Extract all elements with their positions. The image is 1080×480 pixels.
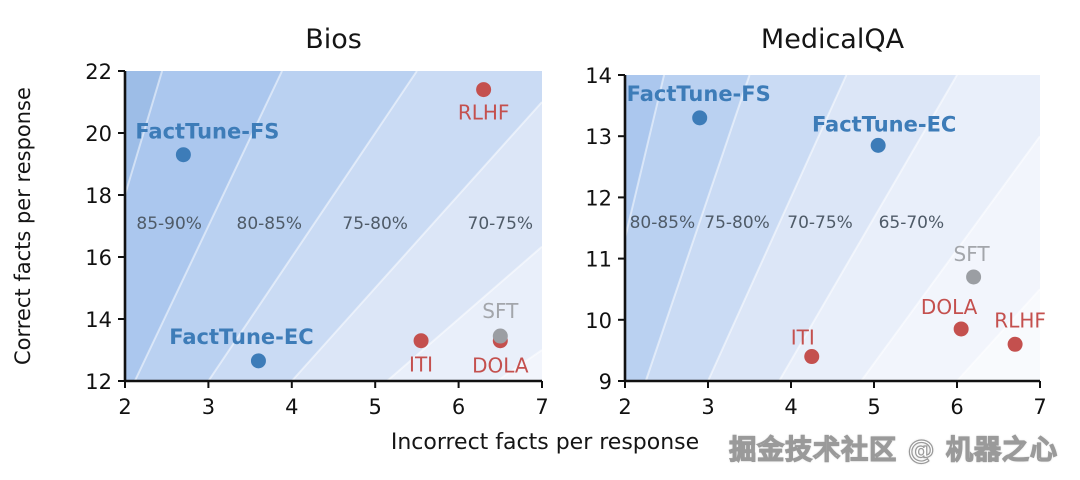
panel-title-bios: Bios [305, 24, 362, 55]
y-tick-label: 20 [85, 122, 112, 146]
x-tick-label: 3 [701, 395, 714, 419]
data-point-sft [492, 328, 508, 344]
accuracy-contour-80 [207, 70, 418, 382]
accuracy-contour-85 [624, 74, 666, 239]
point-label-dola: DOLA [921, 295, 978, 319]
accuracy-contour-70 [386, 245, 543, 382]
point-label-sft: SFT [482, 299, 519, 323]
accuracy-contour-75 [291, 101, 543, 382]
accuracy-contour-60 [956, 288, 1041, 382]
x-tick-label: 7 [535, 395, 548, 419]
band-label-80-85-: 80-85% [630, 213, 696, 233]
y-tick-label: 10 [585, 309, 612, 333]
y-tick-label: 12 [585, 186, 612, 210]
y-tick-label: 14 [585, 64, 612, 88]
band-label-80-85-: 80-85% [237, 214, 303, 234]
y-tick-label: 16 [85, 246, 112, 270]
watermark-text: 掘金技术社区 @ 机器之心 [729, 434, 1058, 466]
point-label-facttune-fs: FactTune-FS [135, 120, 279, 144]
x-tick-label: 7 [1033, 395, 1046, 419]
accuracy-contour-65 [496, 349, 543, 382]
point-label-facttune-ec: FactTune-EC [812, 112, 956, 136]
data-point-facttune-ec [250, 353, 266, 369]
band-label-85-90-: 85-90% [136, 214, 202, 234]
accuracy-contour-85 [133, 70, 283, 382]
point-label-iti: ITI [791, 326, 815, 350]
y-tick-label: 9 [599, 370, 612, 394]
accuracy-contour-80 [644, 74, 751, 382]
x-tick-label: 2 [618, 395, 631, 419]
data-point-sft [966, 269, 982, 285]
y-tick-label: 14 [85, 308, 112, 332]
y-tick-label: 12 [85, 370, 112, 394]
y-tick-label: 22 [85, 60, 112, 84]
point-label-facttune-fs: FactTune-FS [627, 82, 771, 106]
point-label-dola: DOLA [472, 354, 529, 378]
band-label-75-80-: 75-80% [704, 213, 770, 233]
data-point-facttune-fs [175, 147, 191, 163]
x-tick-label: 3 [202, 395, 215, 419]
y-tick-label: 13 [585, 125, 612, 149]
data-point-facttune-ec [870, 137, 886, 153]
x-tick-label: 4 [784, 395, 797, 419]
accuracy-contour-70 [778, 74, 958, 382]
accuracy-contour-65 [860, 135, 1041, 382]
data-point-rlhf [1007, 336, 1023, 352]
point-label-sft: SFT [954, 242, 991, 266]
y-axis-label: Correct facts per response [11, 87, 35, 365]
x-tick-label: 6 [950, 395, 963, 419]
y-tick-label: 18 [85, 184, 112, 208]
band-label-75-80-: 75-80% [342, 214, 408, 234]
point-label-rlhf: RLHF [994, 308, 1046, 332]
data-point-iti [804, 349, 820, 365]
y-tick-label: 11 [585, 248, 612, 272]
data-point-iti [413, 333, 429, 349]
band-label-65-70-: 65-70% [879, 213, 945, 233]
data-point-facttune-fs [692, 110, 708, 126]
band-label-70-75-: 70-75% [468, 214, 534, 234]
band-label-70-75-: 70-75% [787, 213, 853, 233]
point-label-facttune-ec: FactTune-EC [169, 325, 313, 349]
accuracy-contour-90 [124, 70, 164, 196]
point-label-iti: ITI [409, 353, 433, 377]
data-point-dola [953, 321, 969, 337]
accuracy-contour-75 [707, 74, 848, 382]
x-tick-label: 2 [118, 395, 131, 419]
panel-title-medicalqa: MedicalQA [760, 24, 905, 55]
x-tick-label: 5 [369, 395, 382, 419]
accuracy-band-85 [125, 71, 282, 381]
x-axis-label: Incorrect facts per response [390, 430, 700, 455]
point-label-rlhf: RLHF [458, 101, 510, 125]
accuracy-band-80 [625, 75, 750, 381]
x-tick-label: 4 [285, 395, 298, 419]
data-point-rlhf [476, 82, 492, 98]
x-tick-label: 5 [867, 395, 880, 419]
x-tick-label: 6 [452, 395, 465, 419]
